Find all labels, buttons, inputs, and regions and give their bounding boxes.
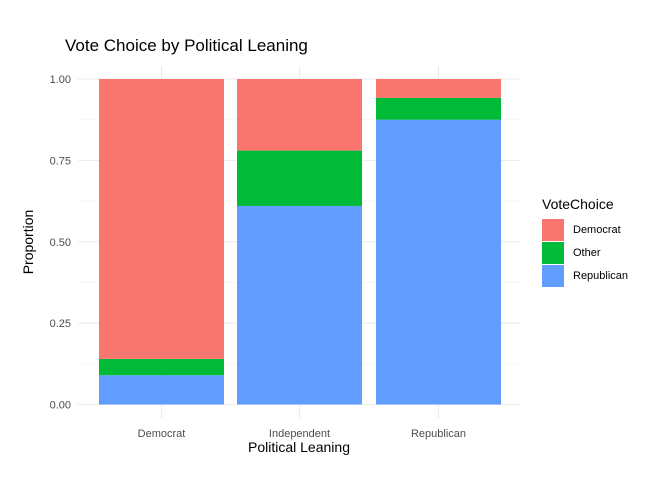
- legend-swatch: [542, 218, 564, 241]
- bar-segment-republican-democrat: [376, 79, 501, 98]
- bar-segment-democrat-democrat: [99, 79, 224, 359]
- legend-label: Republican: [573, 269, 629, 282]
- x-axis-title: Political Leaning: [248, 439, 350, 455]
- bars: [99, 79, 501, 405]
- bar-segment-independent-other: [237, 150, 362, 206]
- legend: VoteChoice Democrat Other Republican: [542, 196, 628, 287]
- bar-segment-democrat-republican: [99, 375, 224, 405]
- bar-segment-republican-republican: [376, 119, 501, 405]
- legend-title: VoteChoice: [542, 196, 614, 212]
- x-tick-label: Democrat: [138, 428, 186, 440]
- bar-segment-democrat-other: [99, 358, 224, 376]
- legend-swatch: [542, 241, 564, 264]
- legend-label: Other: [573, 246, 601, 259]
- x-tick-label: Republican: [411, 428, 466, 440]
- bar-segment-independent-republican: [237, 205, 362, 405]
- bar-segment-republican-other: [376, 97, 501, 120]
- x-tick-label: Independent: [269, 428, 330, 440]
- y-axis-title: Proportion: [20, 209, 36, 275]
- chart-title: Vote Choice by Political Leaning: [65, 36, 308, 55]
- y-tick-label: 0.75: [50, 155, 71, 167]
- y-tick-label: 0.50: [50, 237, 71, 249]
- x-axis-ticks: Democrat Independent Republican: [138, 428, 466, 440]
- y-tick-label: 0.25: [50, 318, 71, 330]
- legend-swatch: [542, 264, 564, 287]
- legend-item-democrat: Democrat: [542, 218, 628, 241]
- legend-label: Democrat: [573, 223, 621, 236]
- legend-item-republican: Republican: [542, 264, 628, 287]
- y-tick-label: 0.00: [50, 400, 71, 412]
- legend-item-other: Other: [542, 241, 628, 264]
- y-axis-ticks: 0.00 0.25 0.50 0.75 1.00: [50, 74, 71, 412]
- bar-segment-independent-democrat: [237, 79, 362, 151]
- y-tick-label: 1.00: [50, 74, 71, 86]
